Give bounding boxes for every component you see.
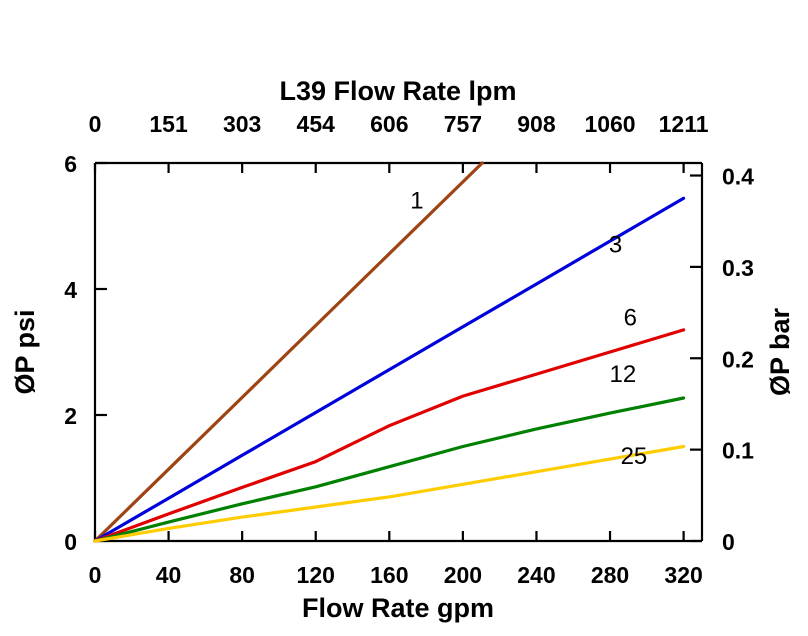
right-axis-title: ØP bar [765, 307, 795, 396]
top-tick-label: 0 [89, 111, 102, 137]
series-line-3 [93, 196, 686, 543]
series-label-6: 6 [624, 305, 637, 332]
right-axis-tick-labels: 0 0.1 0.2 0.3 0.4 [722, 164, 754, 555]
bottom-axis-tick-labels: 0 40 80 120 160 200 240 280 320 [89, 562, 703, 588]
bottom-tick-label: 280 [591, 562, 629, 588]
right-tick-label: 0.3 [722, 255, 754, 281]
series-label-1: 1 [410, 187, 423, 214]
series-label-25: 25 [621, 443, 648, 470]
bottom-tick-label: 120 [297, 562, 335, 588]
left-tick-label: 2 [64, 403, 77, 429]
plot-frame [93, 161, 704, 543]
top-tick-label: 1211 [659, 111, 709, 137]
bottom-tick-label: 40 [156, 562, 182, 588]
bottom-tick-label: 320 [664, 562, 702, 588]
right-tick-label: 0.1 [722, 438, 754, 464]
bottom-tick-label: 0 [89, 562, 102, 588]
series-label-3: 3 [609, 231, 622, 258]
top-axis-tick-labels: 0 151 303 454 606 757 908 1060 1211 [89, 111, 709, 137]
series-line-1 [93, 161, 484, 543]
tick-marks [93, 161, 702, 543]
series-line-6 [93, 328, 686, 543]
bottom-axis-title: Flow Rate gpm [302, 593, 494, 623]
bottom-tick-label: 240 [517, 562, 555, 588]
right-tick-label: 0 [722, 529, 735, 555]
left-tick-label: 4 [64, 277, 77, 303]
series-inline-labels: 1 3 6 12 25 [410, 187, 647, 470]
bottom-tick-label: 80 [229, 562, 255, 588]
left-tick-label: 0 [64, 529, 77, 555]
series-label-12: 12 [610, 361, 637, 388]
left-tick-label: 6 [64, 151, 77, 177]
top-tick-label: 454 [297, 111, 336, 137]
bottom-tick-label: 160 [370, 562, 408, 588]
series-lines [93, 161, 686, 543]
top-tick-label: 1060 [584, 111, 635, 137]
right-tick-label: 0.2 [722, 346, 754, 372]
right-tick-label: 0.4 [722, 164, 754, 190]
bottom-tick-label: 200 [444, 562, 482, 588]
top-tick-label: 303 [223, 111, 261, 137]
top-axis-title: L39 Flow Rate lpm [279, 76, 516, 106]
top-tick-label: 908 [517, 111, 556, 137]
top-tick-label: 606 [370, 111, 408, 137]
series-line-12 [93, 396, 686, 543]
top-tick-label: 757 [444, 111, 482, 137]
left-axis-title: ØP psi [10, 309, 40, 394]
series-line-25 [93, 444, 686, 543]
top-tick-label: 151 [149, 111, 188, 137]
left-axis-tick-labels: 0 2 4 6 [64, 151, 77, 555]
